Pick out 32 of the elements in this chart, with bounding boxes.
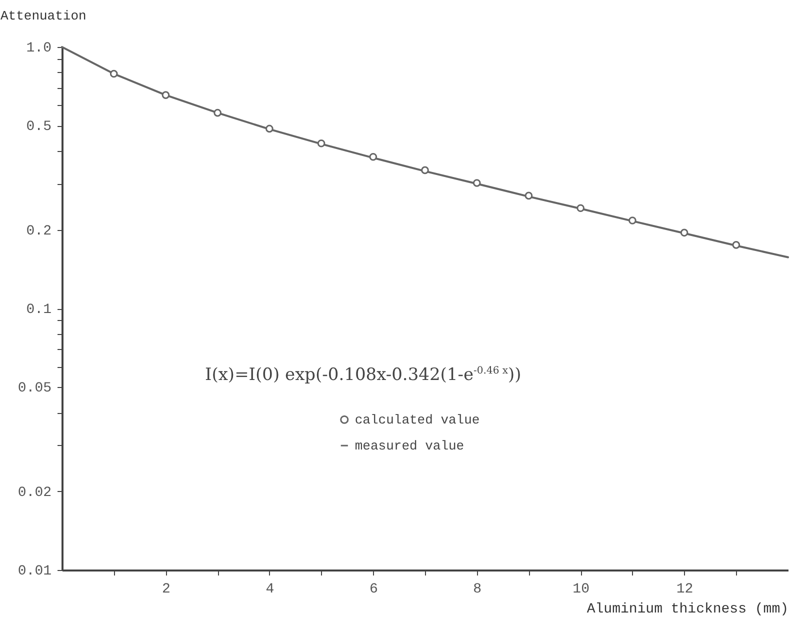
- y-tick-label: 0.1: [26, 302, 52, 318]
- y-tick-label: 1.0: [26, 40, 52, 56]
- point: [732, 241, 740, 249]
- x-tick-label: 4: [266, 582, 274, 598]
- line-series: [61, 46, 789, 258]
- y-axis-title: Attenuation: [0, 8, 86, 24]
- y-tick-label: 0.2: [26, 223, 52, 240]
- y-tick-label: 0.5: [26, 119, 52, 136]
- y-tick-label: 0.01: [18, 564, 52, 580]
- x-tick-label: 12: [676, 582, 694, 598]
- point: [524, 192, 533, 200]
- point: [680, 228, 688, 237]
- x-tick-label: 8: [473, 582, 482, 598]
- point: [110, 70, 118, 78]
- point: [472, 179, 481, 187]
- point: [266, 124, 274, 133]
- point: [628, 216, 636, 224]
- y-tick-label: 0.05: [18, 380, 52, 397]
- legend-label: measured value: [354, 438, 464, 454]
- point: [369, 152, 378, 161]
- point: [214, 108, 222, 117]
- x-tick-label: 2: [162, 582, 170, 598]
- x-axis-title: Aluminium thickness (mm): [586, 602, 788, 618]
- y-tick-label: 0.02: [18, 484, 52, 501]
- point: [421, 166, 429, 174]
- x-tick-label: 6: [369, 582, 378, 598]
- point: [576, 204, 584, 212]
- point: [162, 91, 170, 99]
- x-tick-label: 10: [572, 582, 590, 598]
- point: [317, 139, 326, 148]
- legend-label: calculated value: [354, 412, 480, 428]
- annotation: I(x)=I(0) exp(-0.108x-0.342(1-e$^{-0.46 x}$)): [205, 365, 522, 385]
